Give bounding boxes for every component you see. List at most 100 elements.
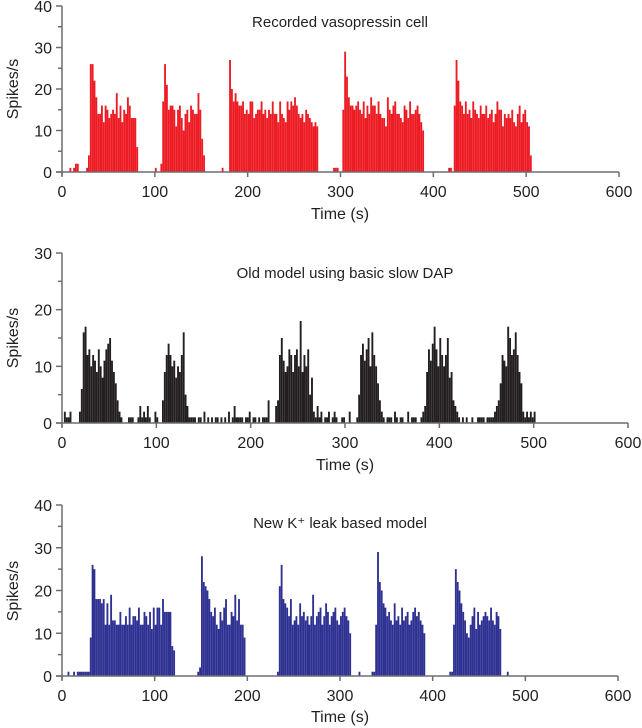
histogram-bar bbox=[331, 417, 334, 423]
histogram-bar bbox=[137, 607, 140, 676]
histogram-bar bbox=[115, 624, 118, 676]
histogram-bar bbox=[454, 406, 457, 423]
histogram-bar bbox=[288, 349, 291, 423]
histogram-bar bbox=[398, 113, 400, 172]
histogram-bar bbox=[276, 671, 279, 676]
histogram-bar bbox=[480, 417, 483, 423]
histogram-bar bbox=[390, 620, 392, 676]
axes: 0 100 200 300 400 500 600 0 10 20 30 40 bbox=[34, 498, 631, 705]
histogram-bar bbox=[219, 611, 222, 677]
histogram-bar bbox=[305, 366, 308, 423]
histogram-bar bbox=[93, 569, 96, 677]
histogram-bar bbox=[348, 411, 351, 423]
y-tick-label: 40 bbox=[34, 0, 52, 16]
histogram-bar bbox=[154, 624, 157, 676]
histogram-bar bbox=[126, 97, 129, 172]
histogram-bar bbox=[154, 167, 157, 172]
histogram-bar bbox=[236, 620, 239, 676]
histogram-bar bbox=[501, 355, 504, 423]
histogram-bar bbox=[238, 105, 241, 172]
histogram-bar bbox=[63, 411, 66, 423]
histogram-bar bbox=[192, 417, 195, 423]
histogram-bar bbox=[466, 633, 468, 676]
histogram-bar bbox=[443, 366, 445, 423]
histogram-bar bbox=[418, 113, 421, 172]
histogram-bar bbox=[171, 366, 174, 423]
histogram-bar bbox=[311, 377, 313, 423]
histogram-bar bbox=[328, 624, 331, 676]
histogram-bar bbox=[392, 105, 395, 172]
histogram-bar bbox=[160, 163, 163, 172]
histogram-bar bbox=[230, 89, 233, 172]
histogram-bar bbox=[130, 624, 133, 676]
histogram-bar bbox=[431, 343, 434, 423]
histogram-bar bbox=[386, 616, 389, 676]
histogram-bar bbox=[412, 417, 415, 423]
x-tick-label: 100 bbox=[141, 184, 168, 201]
histogram-bar bbox=[395, 620, 398, 676]
histogram-bar bbox=[231, 417, 234, 423]
histogram-bar bbox=[301, 616, 303, 676]
histogram-bar bbox=[175, 377, 178, 423]
x-axis-title: Time (s) bbox=[316, 457, 374, 474]
histogram-bar bbox=[171, 105, 174, 172]
y-tick-label: 0 bbox=[43, 165, 52, 182]
histogram-bar bbox=[197, 417, 200, 423]
histogram-bar bbox=[343, 417, 345, 423]
histogram-bar bbox=[125, 616, 127, 676]
histogram-bar bbox=[372, 105, 374, 172]
histogram-bar bbox=[73, 167, 75, 172]
x-tick-label: 400 bbox=[419, 688, 446, 705]
histogram-bar bbox=[513, 122, 516, 172]
histogram-bar bbox=[511, 109, 514, 172]
histogram-bar bbox=[404, 616, 407, 676]
histogram-bar bbox=[312, 126, 315, 172]
histogram-bar bbox=[90, 366, 93, 423]
histogram-bar bbox=[109, 338, 112, 423]
histogram-bar bbox=[386, 97, 389, 172]
y-tick-label: 40 bbox=[34, 498, 52, 515]
histogram-bar bbox=[112, 372, 115, 423]
histogram-bar bbox=[478, 417, 481, 423]
histogram-bar bbox=[303, 355, 306, 423]
histogram-bar bbox=[334, 167, 337, 172]
histogram-bar bbox=[204, 586, 207, 676]
histogram-bar bbox=[99, 599, 101, 676]
histogram-bar bbox=[134, 118, 137, 172]
histogram-bar bbox=[223, 607, 226, 676]
histogram-bar bbox=[156, 607, 159, 676]
histogram-bar bbox=[407, 118, 410, 172]
histogram-bar bbox=[415, 616, 418, 676]
histogram-bar bbox=[506, 671, 509, 676]
histogram-bar bbox=[526, 411, 529, 423]
histogram-bar bbox=[487, 118, 490, 172]
histogram-bar bbox=[220, 417, 223, 423]
histogram-bar bbox=[99, 113, 101, 172]
histogram-bar bbox=[464, 620, 467, 676]
histogram-bar bbox=[225, 599, 227, 676]
histogram-bar bbox=[190, 105, 192, 172]
histogram-bar bbox=[318, 417, 321, 423]
histogram-bar bbox=[499, 383, 502, 423]
histogram-bar bbox=[282, 360, 285, 423]
histogram-bar bbox=[479, 624, 481, 676]
histogram-bar bbox=[236, 101, 239, 172]
histogram-bar bbox=[377, 552, 379, 676]
histogram-bar bbox=[207, 417, 210, 423]
histogram-bar bbox=[107, 343, 110, 423]
histogram-bar bbox=[147, 624, 150, 676]
histogram-bar bbox=[217, 628, 220, 676]
histogram-bar bbox=[320, 411, 323, 423]
histogram-bar bbox=[165, 355, 168, 423]
histogram-bar bbox=[171, 646, 174, 676]
histogram-bar bbox=[401, 122, 404, 172]
histogram-bar bbox=[245, 417, 247, 423]
panel-recorded-cell: Recorded vasopressin cell 0 100 200 300 400 5… bbox=[5, 0, 632, 223]
histogram-bar bbox=[497, 616, 500, 676]
histogram-bar bbox=[120, 417, 123, 423]
histogram-bar bbox=[261, 417, 264, 423]
histogram-bar bbox=[371, 332, 374, 423]
x-tick-label: 100 bbox=[141, 688, 168, 705]
histogram-bar bbox=[336, 620, 339, 676]
histogram-bar bbox=[286, 366, 289, 423]
